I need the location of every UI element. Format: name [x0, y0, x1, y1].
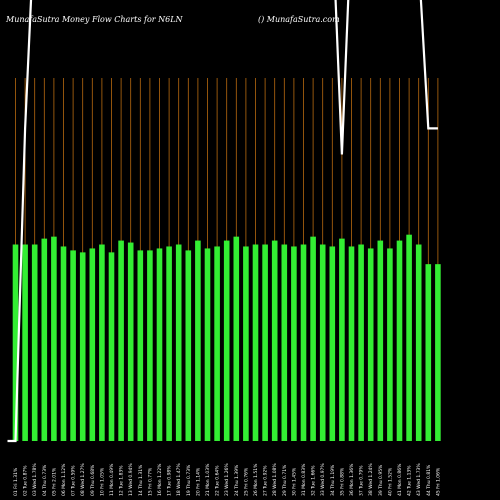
x-tick-label: 38 Wed 1.24%: [368, 463, 374, 496]
x-tick-label: 01 Fri 1.31%: [13, 467, 19, 496]
x-tick-label: 28 Wed 1.08%: [272, 463, 278, 496]
x-tick-label: 08 Wed 1.27%: [80, 463, 86, 496]
x-tick-label: 39 Thu 0.95%: [378, 464, 384, 496]
bar: [51, 236, 57, 441]
x-tick-label: 31 Mon 0.83%: [301, 463, 307, 496]
bar: [118, 240, 124, 441]
bar: [406, 234, 412, 441]
bar: [300, 244, 307, 441]
chart-title: MunafaSutra Money Flow Charts for N6LN: [5, 15, 184, 24]
bar: [271, 240, 278, 441]
bar: [41, 238, 48, 441]
x-axis-tick-labels: 01 Fri 1.31% 02 Tue 0.87% 03 Wed 1.78% 04 T…: [13, 463, 441, 496]
bar: [377, 240, 384, 441]
bar: [195, 240, 201, 441]
bar: [127, 242, 134, 441]
x-tick-label: 35 Fri 0.88%: [339, 467, 345, 496]
bar-series: [12, 234, 441, 441]
x-tick-label: 36 Mon 1.36%: [349, 463, 355, 496]
x-tick-label: 40 Fri 1.52%: [387, 467, 393, 496]
x-tick-label: 02 Tue 0.87%: [23, 465, 29, 496]
x-tick-label: 41 Mon 0.86%: [397, 463, 403, 496]
x-tick-label: 14 Thu 1.31%: [138, 464, 144, 496]
bar: [367, 248, 374, 441]
x-tick-label: 13 Wed 0.94%: [128, 463, 134, 496]
bar: [223, 240, 230, 441]
bar: [214, 246, 220, 441]
bar: [79, 252, 86, 441]
x-tick-label: 27 Tue 0.92%: [263, 465, 269, 496]
x-tick-label: 25 Fri 0.76%: [243, 467, 249, 496]
x-tick-label: 43 Wed 1.73%: [416, 463, 422, 496]
watermark-text: () MunafaSutra.com: [258, 15, 340, 24]
bar: [233, 236, 240, 441]
bar: [108, 252, 115, 441]
bar: [204, 248, 211, 441]
x-tick-label: 11 Mon 0.49%: [109, 463, 115, 496]
x-tick-label: 04 Thu 0.73%: [42, 464, 48, 496]
x-tick-label: 29 Thu 0.71%: [282, 464, 288, 496]
x-tick-label: 18 Wed 1.47%: [176, 463, 182, 496]
bar: [329, 246, 336, 441]
x-tick-label: 22 Tue 0.64%: [215, 465, 221, 496]
x-tick-label: 24 Thu 1.39%: [234, 464, 240, 496]
bar: [137, 250, 144, 441]
bar: [358, 244, 364, 441]
bar: [262, 244, 268, 441]
bar: [396, 240, 403, 441]
x-tick-label: 34 Thu 1.19%: [330, 464, 336, 496]
bar: [156, 248, 163, 441]
x-tick-label: 09 Thu 0.68%: [90, 464, 96, 496]
x-tick-label: 19 Thu 0.73%: [186, 464, 192, 496]
x-tick-label: 23 Wed 1.26%: [224, 463, 230, 496]
bar: [89, 248, 96, 441]
bar: [319, 244, 326, 441]
x-tick-label: 45 Fri 1.06%: [435, 467, 441, 496]
x-tick-label: 21 Mon 1.03%: [205, 463, 211, 496]
x-tick-label: 12 Tue 1.83%: [119, 465, 125, 496]
bar: [166, 246, 172, 441]
bar: [175, 244, 182, 441]
bar: [252, 244, 259, 441]
x-tick-label: 16 Mon 1.22%: [157, 463, 163, 496]
bar: [310, 236, 316, 441]
bar: [22, 244, 28, 441]
x-tick-label: 26 Mon 1.51%: [253, 463, 259, 496]
bar: [147, 250, 153, 441]
x-tick-label: 17 Tue 0.98%: [167, 465, 173, 496]
x-tick-label: 03 Wed 1.78%: [32, 463, 38, 496]
x-tick-label: 44 Thu 0.81%: [426, 464, 432, 496]
bar: [425, 264, 432, 441]
bar: [185, 250, 192, 441]
bar: [243, 246, 249, 441]
bar: [415, 244, 422, 441]
x-tick-label: 30 Fri 1.45%: [291, 467, 297, 496]
bar: [31, 244, 38, 441]
x-tick-label: 10 Fri 1.05%: [99, 467, 105, 496]
bar: [348, 246, 355, 441]
x-tick-label: 06 Mon 1.12%: [61, 463, 67, 496]
x-tick-label: 42 Tue 1.13%: [407, 465, 413, 496]
x-tick-label: 20 Fri 1.14%: [195, 467, 201, 496]
x-tick-label: 07 Tue 0.59%: [71, 465, 77, 496]
bar: [99, 244, 105, 441]
bar: [339, 238, 345, 441]
x-tick-label: 05 Fri 2.01%: [51, 467, 57, 496]
bar: [60, 246, 67, 441]
bar: [12, 244, 19, 441]
bar: [435, 264, 441, 441]
x-tick-label: 37 Tue 0.79%: [359, 465, 365, 496]
x-tick-label: 32 Tue 1.66%: [311, 465, 317, 496]
bar: [281, 244, 288, 441]
bar: [70, 250, 76, 441]
bar: [387, 248, 393, 441]
x-tick-label: 33 Wed 0.97%: [320, 463, 326, 496]
x-tick-label: 15 Fri 0.77%: [147, 467, 153, 496]
bar: [291, 246, 297, 441]
